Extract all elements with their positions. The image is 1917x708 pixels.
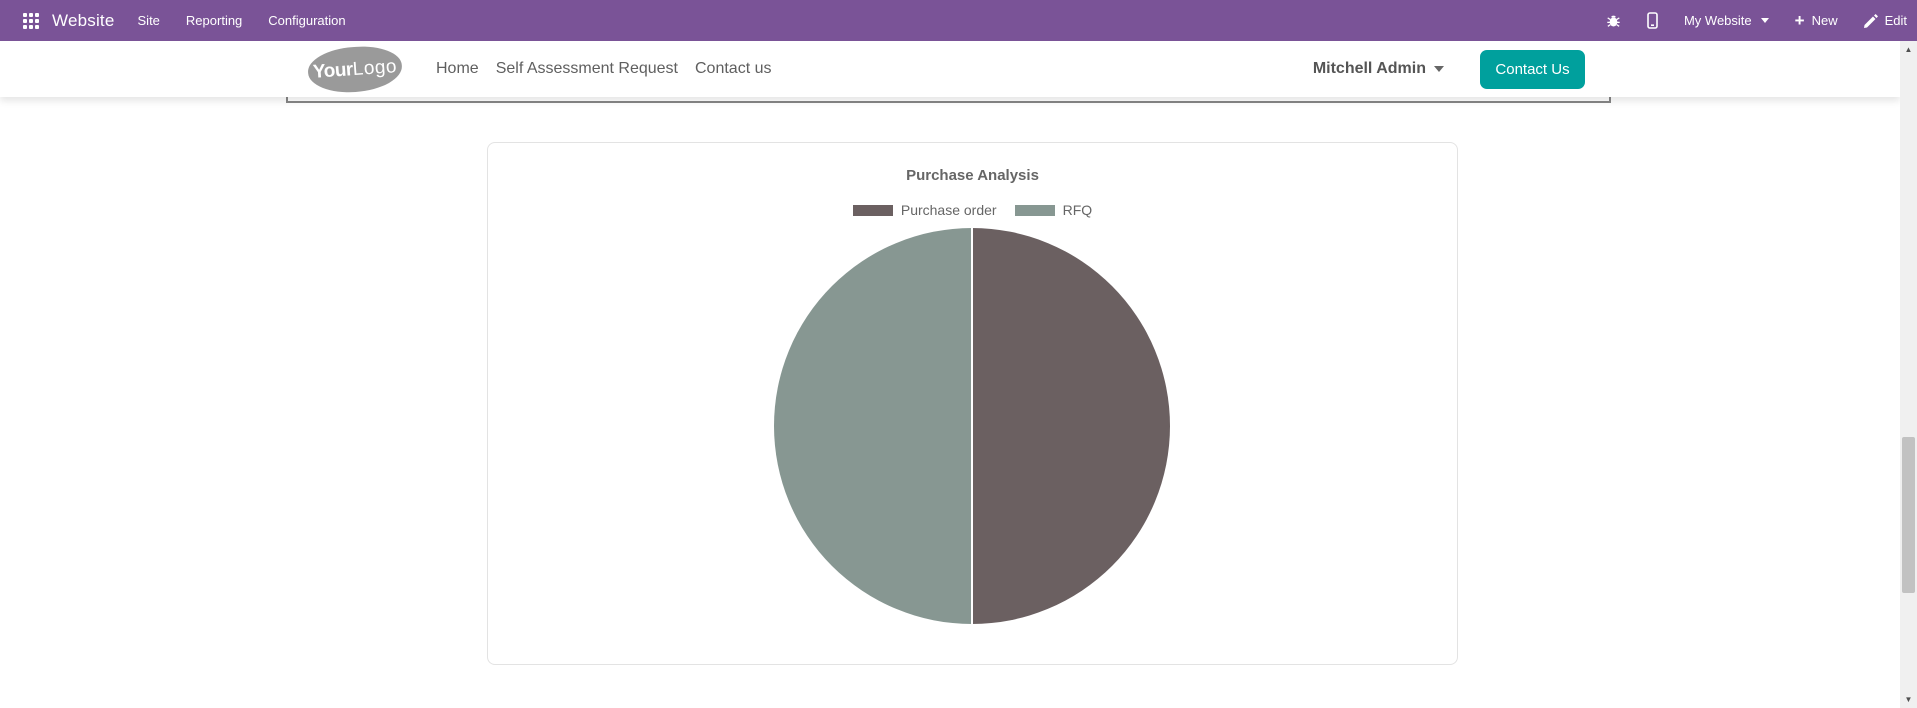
- website-navbar: Your Logo Home Self Assessment Request Co…: [0, 41, 1900, 97]
- topbar-right: My Website + New Edit: [1606, 12, 1907, 29]
- chevron-down-icon: [1760, 18, 1769, 23]
- chevron-down-icon: [1434, 66, 1444, 72]
- nav-link-self-assessment-request[interactable]: Self Assessment Request: [495, 60, 678, 77]
- pencil-icon: [1863, 13, 1878, 28]
- pie-chart-area: [774, 228, 1170, 624]
- scroll-up-arrow-icon[interactable]: ▲: [1904, 45, 1913, 54]
- app-name[interactable]: Website: [52, 10, 115, 30]
- legend-label: RFQ: [1062, 202, 1093, 218]
- apps-grid-icon[interactable]: [23, 12, 39, 29]
- menu-site[interactable]: Site: [137, 13, 160, 28]
- website-selector-label: My Website: [1683, 13, 1752, 28]
- page-content: Purchase Analysis Purchase order RFQ: [0, 37, 1900, 708]
- nav-link-contact-us[interactable]: Contact us: [695, 60, 772, 77]
- legend-swatch: [852, 204, 893, 216]
- website-selector[interactable]: My Website: [1684, 13, 1769, 28]
- purchase-analysis-card: Purchase Analysis Purchase order RFQ: [487, 142, 1458, 665]
- legend-label: Purchase order: [900, 202, 997, 218]
- edit-button-label: Edit: [1884, 13, 1907, 28]
- scroll-down-arrow-icon[interactable]: ▼: [1904, 695, 1913, 704]
- menu-configuration[interactable]: Configuration: [268, 13, 346, 28]
- pie-chart[interactable]: [774, 228, 1170, 624]
- edit-button[interactable]: Edit: [1863, 13, 1907, 28]
- menu-reporting[interactable]: Reporting: [185, 13, 243, 28]
- contact-us-button[interactable]: Contact Us: [1480, 49, 1585, 89]
- scrollbar-thumb[interactable]: [1902, 437, 1915, 593]
- chart-legend: Purchase order RFQ: [488, 202, 1457, 218]
- logo-text-bold: Your: [312, 58, 354, 82]
- nav-link-home[interactable]: Home: [436, 60, 479, 77]
- user-name: Mitchell Admin: [1312, 60, 1426, 77]
- logo-text-light: Logo: [352, 55, 398, 80]
- new-button-label: New: [1811, 13, 1838, 28]
- legend-item[interactable]: Purchase order: [852, 202, 997, 218]
- site-logo[interactable]: Your Logo: [306, 43, 404, 95]
- odoo-topbar: Website Site Reporting Configuration: [0, 0, 1917, 41]
- pie-slice-separator: [971, 228, 973, 624]
- new-button[interactable]: + New: [1795, 12, 1838, 29]
- topbar-menu: Site Reporting Configuration: [125, 0, 359, 41]
- navbar-right: Mitchell Admin Contact Us: [1313, 49, 1585, 89]
- legend-swatch: [1014, 204, 1055, 216]
- legend-item[interactable]: RFQ: [1014, 202, 1093, 218]
- vertical-scrollbar[interactable]: ▲ ▼: [1900, 41, 1917, 708]
- debug-bug-icon[interactable]: [1606, 13, 1621, 28]
- nav-links: Home Self Assessment Request Contact us: [436, 56, 771, 82]
- user-menu[interactable]: Mitchell Admin: [1313, 60, 1444, 78]
- mobile-preview-icon[interactable]: [1647, 12, 1658, 29]
- plus-icon: +: [1794, 11, 1805, 30]
- chart-title: Purchase Analysis: [906, 167, 1039, 184]
